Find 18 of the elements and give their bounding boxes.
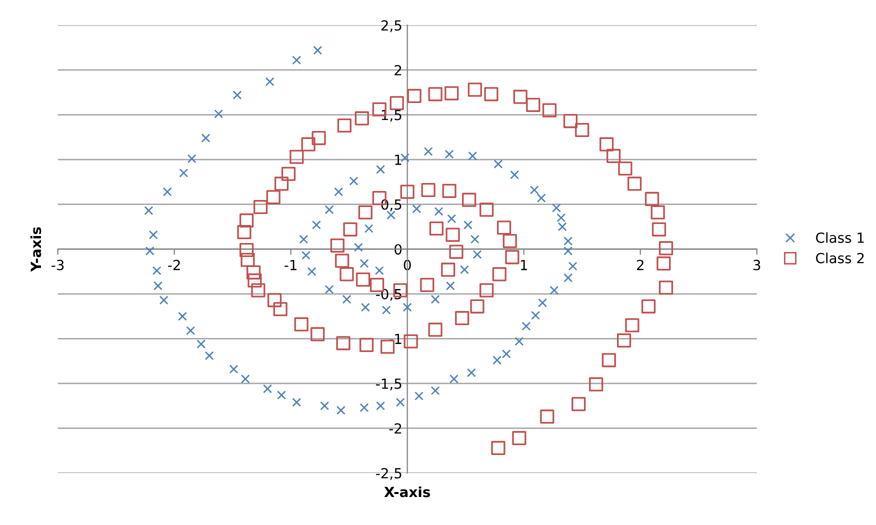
x-tick-label: -3	[52, 260, 64, 270]
x-tick-label: -2	[168, 260, 180, 270]
y-tick-label: 1	[395, 154, 402, 165]
x-tick-label: 1	[520, 260, 527, 270]
y-tick-label: 0,5	[381, 199, 402, 212]
y-axis-title: Y-axis	[30, 227, 42, 272]
y-tick-label: -2,5	[376, 468, 402, 480]
x-tick-label: -1	[284, 260, 296, 270]
x-tick-label: 0	[404, 260, 411, 270]
y-tick-label: 2	[394, 64, 402, 76]
x-tick-label: 2	[636, 260, 644, 270]
x-tick-label: 3	[754, 260, 760, 270]
y-tick-label: -1,5	[376, 378, 402, 390]
x-axis-title: X-axis	[384, 486, 430, 498]
legend-label: Class 2	[816, 252, 864, 264]
legend-label: Class 1	[816, 232, 864, 243]
y-tick-label: -2	[389, 423, 402, 434]
y-tick-label: 2,5	[381, 20, 402, 32]
